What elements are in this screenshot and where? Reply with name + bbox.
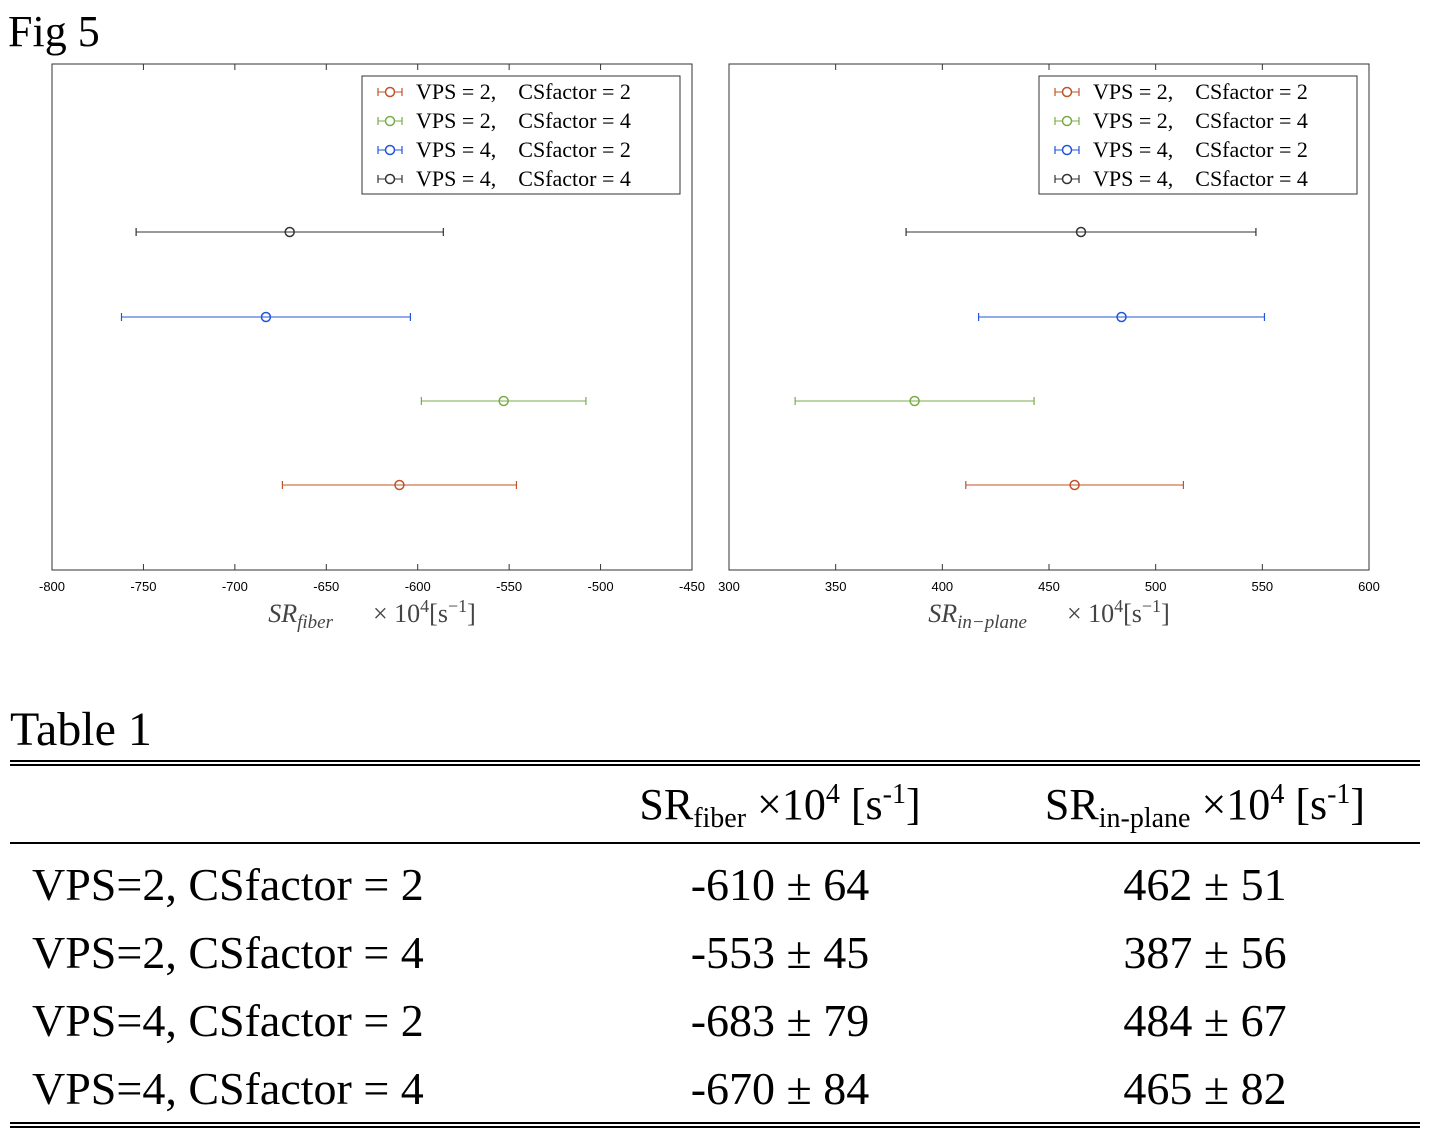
- x-tick-label: -550: [496, 579, 522, 594]
- x-tick-label: 500: [1145, 579, 1167, 594]
- legend-entry: VPS = 2, CSfactor = 4: [416, 108, 631, 133]
- row-fiber-value: -683 ± 79: [690, 994, 870, 1046]
- legend-swatch-marker: [1061, 115, 1073, 127]
- figure-charts: -800 -750 -700 -650 -600 -550 -500 -450 SRfiber ×…: [39, 63, 1380, 633]
- row-label: VPS=4, CSfactor = 2: [32, 994, 424, 1046]
- x-axis-label: SRfiber × 104[s−1]: [268, 596, 476, 633]
- x-tick-label: 400: [931, 579, 953, 594]
- mean-marker: [284, 226, 295, 238]
- x-tick-label: -600: [405, 579, 431, 594]
- row-inplane-value: 465 ± 82: [1123, 1062, 1287, 1114]
- chart-panel-2: 300 350 400 450 500 550 600 SRin−plane × 104[s−1…: [718, 63, 1380, 633]
- x-tick-label: 600: [1358, 579, 1380, 594]
- row-inplane-value: 387 ± 56: [1123, 926, 1287, 978]
- legend-swatch-marker: [1061, 86, 1073, 98]
- row-fiber-value: -553 ± 45: [690, 926, 870, 978]
- header-sr-fiber: SRfiber ×104 [s-1]: [639, 778, 921, 834]
- table-header-row: SRfiber ×104 [s-1] SRin-plane ×104 [s-1]: [10, 766, 1420, 842]
- table-row: VPS=4, CSfactor = 4 -670 ± 84 465 ± 82: [10, 1054, 1420, 1122]
- legend-entry: VPS = 2, CSfactor = 4: [1093, 108, 1308, 133]
- row-fiber-value: -610 ± 64: [690, 858, 870, 910]
- legend-entry: VPS = 2, CSfactor = 2: [416, 79, 631, 104]
- legend-swatch-marker: [1061, 173, 1073, 185]
- mean-marker: [1075, 226, 1087, 238]
- row-label: VPS=2, CSfactor = 2: [32, 858, 424, 910]
- chart-panel-1: -800 -750 -700 -650 -600 -550 -500 -450 SRfiber ×…: [39, 63, 705, 633]
- legend-box: [1038, 75, 1358, 195]
- mean-marker: [260, 311, 272, 323]
- table-title: Table 1: [10, 703, 152, 756]
- mean-marker: [909, 395, 920, 407]
- legend-entry: VPS = 4, CSfactor = 4: [416, 166, 631, 191]
- table-bottom-rule: [10, 1122, 1420, 1128]
- plot-frame: [51, 63, 693, 571]
- table-row: VPS=2, CSfactor = 4 -553 ± 45 387 ± 56: [10, 918, 1420, 986]
- mean-marker: [498, 395, 509, 407]
- x-tick-label: 350: [825, 579, 847, 594]
- row-fiber-value: -670 ± 84: [690, 1062, 870, 1114]
- legend-swatch-marker: [1061, 144, 1073, 156]
- legend-swatch-marker: [384, 115, 396, 127]
- mean-marker: [1116, 311, 1127, 323]
- row-label: VPS=2, CSfactor = 4: [32, 926, 424, 978]
- figure-title: Fig 5: [8, 7, 100, 56]
- x-tick-label: 550: [1251, 579, 1273, 594]
- table-row: VPS=4, CSfactor = 2 -683 ± 79 484 ± 67: [10, 986, 1420, 1054]
- x-axis-label: SRin−plane × 104[s−1]: [928, 596, 1169, 633]
- legend-box: [361, 75, 681, 195]
- mean-marker: [1069, 479, 1080, 491]
- row-inplane-value: 484 ± 67: [1123, 994, 1287, 1046]
- legend-swatch-marker: [384, 86, 396, 98]
- x-tick-label: 450: [1038, 579, 1060, 594]
- x-tick-label: -650: [313, 579, 339, 594]
- results-table: SRfiber ×104 [s-1] SRin-plane ×104 [s-1]…: [10, 760, 1420, 1128]
- x-tick-label: -800: [39, 579, 65, 594]
- legend-entry: VPS = 4, CSfactor = 4: [1093, 166, 1308, 191]
- table-header-rule: [10, 842, 1420, 844]
- legend-entry: VPS = 2, CSfactor = 2: [1093, 79, 1308, 104]
- header-sr-inplane: SRin-plane ×104 [s-1]: [1044, 778, 1366, 834]
- x-tick-label: 300: [718, 579, 740, 594]
- legend-swatch-marker: [384, 173, 396, 185]
- legend-swatch-marker: [384, 144, 396, 156]
- table-top-rule: [10, 760, 1420, 766]
- x-tick-label: -700: [222, 579, 248, 594]
- row-label: VPS=4, CSfactor = 4: [32, 1062, 424, 1114]
- x-tick-label: -750: [130, 579, 156, 594]
- x-tick-label: -500: [588, 579, 614, 594]
- table-row: VPS=2, CSfactor = 2 -610 ± 64 462 ± 51: [10, 850, 1420, 918]
- legend-entry: VPS = 4, CSfactor = 2: [416, 137, 631, 162]
- x-tick-label: -450: [679, 579, 705, 594]
- mean-marker: [394, 479, 405, 491]
- legend-entry: VPS = 4, CSfactor = 2: [1093, 137, 1308, 162]
- row-inplane-value: 462 ± 51: [1123, 858, 1287, 910]
